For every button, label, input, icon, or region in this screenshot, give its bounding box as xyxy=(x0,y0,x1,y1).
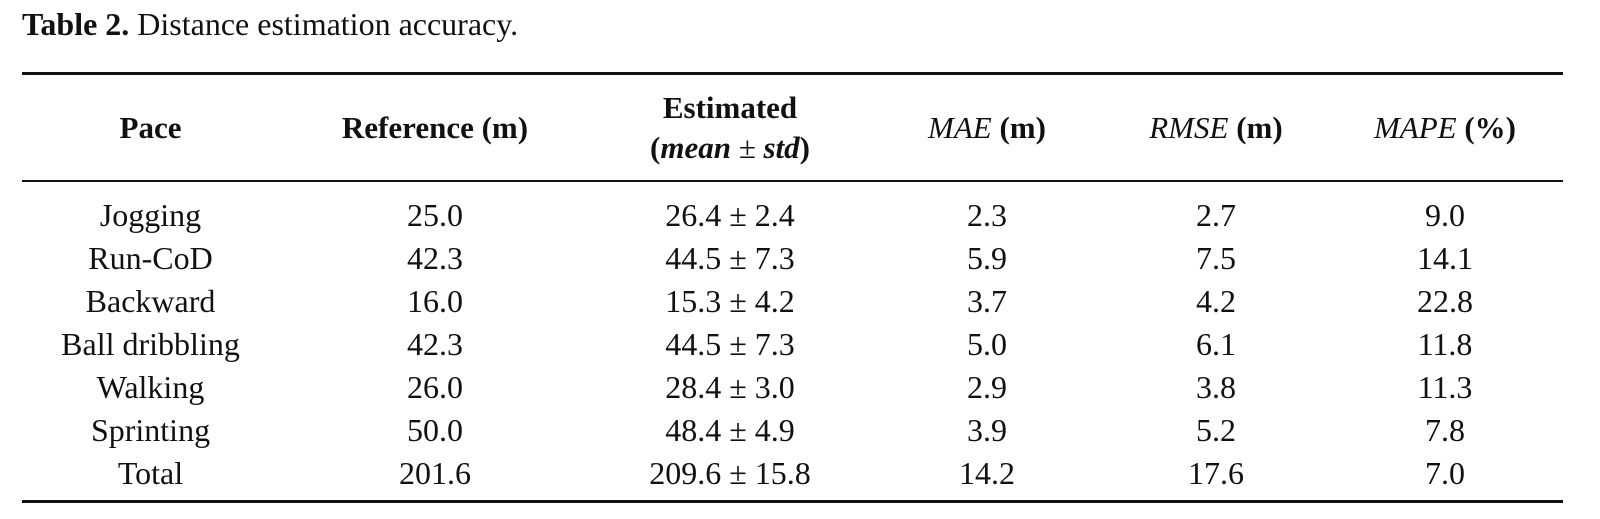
header-estimated-pm: ± xyxy=(730,129,764,165)
header-estimated-line1: Estimated xyxy=(662,89,798,125)
table-row-total: Total 201.6 209.6 ± 15.8 14.2 17.6 7.0 xyxy=(22,452,1563,495)
cell-mae: 3.7 xyxy=(967,283,1007,319)
cell-estimated: 15.3 ± 4.2 xyxy=(665,283,795,319)
header-rmse-unit: (m) xyxy=(1228,109,1283,145)
cell-estimated: 44.5 ± 7.3 xyxy=(665,326,795,362)
header-mae-unit: (m) xyxy=(991,109,1046,145)
header-rmse-name: RMSE xyxy=(1149,109,1229,145)
cell-mae: 3.9 xyxy=(967,412,1007,448)
cell-mape: 11.3 xyxy=(1417,369,1473,405)
header-estimated-close: ) xyxy=(799,129,810,165)
table-row: Sprinting 50.0 48.4 ± 4.9 3.9 5.2 7.8 xyxy=(22,409,1563,452)
cell-pace: Walking xyxy=(96,369,205,405)
table-row: Run-CoD 42.3 44.5 ± 7.3 5.9 7.5 14.1 xyxy=(22,237,1563,280)
cell-reference: 42.3 xyxy=(407,326,463,362)
cell-rmse: 6.1 xyxy=(1196,326,1236,362)
cell-reference: 201.6 xyxy=(399,455,471,491)
cell-pace: Ball dribbling xyxy=(61,326,240,362)
table-row: Ball dribbling 42.3 44.5 ± 7.3 5.0 6.1 1… xyxy=(22,323,1563,366)
header-mape: MAPE (%) xyxy=(1327,75,1563,180)
table-row: Walking 26.0 28.4 ± 3.0 2.9 3.8 11.3 xyxy=(22,366,1563,409)
table-caption: Table 2. Distance estimation accuracy. xyxy=(22,4,518,44)
cell-mape: 14.1 xyxy=(1417,240,1473,276)
cell-pace: Run-CoD xyxy=(88,240,213,276)
cell-rmse: 5.2 xyxy=(1196,412,1236,448)
cell-rmse: 4.2 xyxy=(1196,283,1236,319)
cell-mae: 5.9 xyxy=(967,240,1007,276)
header-estimated-std: std xyxy=(763,129,800,165)
top-rule xyxy=(22,72,1563,75)
results-table: Pace Reference (m) Estimated (mean ± std… xyxy=(22,75,1563,495)
header-estimated-line2: (mean ± std) xyxy=(591,128,869,168)
table-header: Pace Reference (m) Estimated (mean ± std… xyxy=(22,75,1563,180)
cell-reference: 42.3 xyxy=(407,240,463,276)
cell-mape: 11.8 xyxy=(1417,326,1473,362)
cell-pace: Total xyxy=(117,455,184,491)
bottom-rule xyxy=(22,500,1563,503)
table-row: Backward 16.0 15.3 ± 4.2 3.7 4.2 22.8 xyxy=(22,280,1563,323)
cell-mape: 22.8 xyxy=(1417,283,1473,319)
header-mape-name: MAPE xyxy=(1373,109,1457,145)
table-body: Jogging 25.0 26.4 ± 2.4 2.3 2.7 9.0 Run-… xyxy=(22,180,1563,495)
cell-pace: Sprinting xyxy=(90,412,211,448)
table-row: Jogging 25.0 26.4 ± 2.4 2.3 2.7 9.0 xyxy=(22,180,1563,237)
cell-reference: 25.0 xyxy=(407,197,463,233)
cell-mape: 9.0 xyxy=(1425,197,1465,233)
cell-estimated: 44.5 ± 7.3 xyxy=(665,240,795,276)
cell-estimated: 26.4 ± 2.4 xyxy=(665,197,795,233)
cell-mae: 2.3 xyxy=(967,197,1007,233)
header-reference: Reference (m) xyxy=(341,109,529,145)
cell-estimated: 28.4 ± 3.0 xyxy=(665,369,795,405)
table-caption-text: Distance estimation accuracy. xyxy=(137,6,519,42)
cell-estimated: 209.6 ± 15.8 xyxy=(649,455,811,491)
cell-rmse: 3.8 xyxy=(1196,369,1236,405)
header-row: Pace Reference (m) Estimated (mean ± std… xyxy=(22,75,1563,180)
header-mae-name: MAE xyxy=(928,109,992,145)
cell-estimated: 48.4 ± 4.9 xyxy=(665,412,795,448)
table-caption-label: Table 2. xyxy=(22,6,130,42)
cell-mae: 2.9 xyxy=(967,369,1007,405)
cell-rmse: 2.7 xyxy=(1196,197,1236,233)
header-estimated-open: ( xyxy=(650,129,661,165)
header-mae: MAE (m) xyxy=(869,75,1105,180)
header-mape-unit: (%) xyxy=(1456,109,1517,145)
cell-reference: 16.0 xyxy=(407,283,463,319)
cell-pace: Jogging xyxy=(99,197,202,233)
cell-mae: 14.2 xyxy=(959,455,1015,491)
header-rule xyxy=(22,180,1563,182)
cell-mae: 5.0 xyxy=(967,326,1007,362)
cell-reference: 26.0 xyxy=(407,369,463,405)
header-estimated: Estimated (mean ± std) xyxy=(591,75,869,180)
cell-pace: Backward xyxy=(85,283,216,319)
cell-mape: 7.0 xyxy=(1425,455,1465,491)
cell-rmse: 17.6 xyxy=(1188,455,1244,491)
cell-mape: 7.8 xyxy=(1425,412,1465,448)
cell-rmse: 7.5 xyxy=(1196,240,1236,276)
cell-reference: 50.0 xyxy=(407,412,463,448)
header-pace: Pace xyxy=(119,109,182,145)
header-estimated-mean: mean xyxy=(660,129,731,165)
header-rmse: RMSE (m) xyxy=(1105,75,1327,180)
